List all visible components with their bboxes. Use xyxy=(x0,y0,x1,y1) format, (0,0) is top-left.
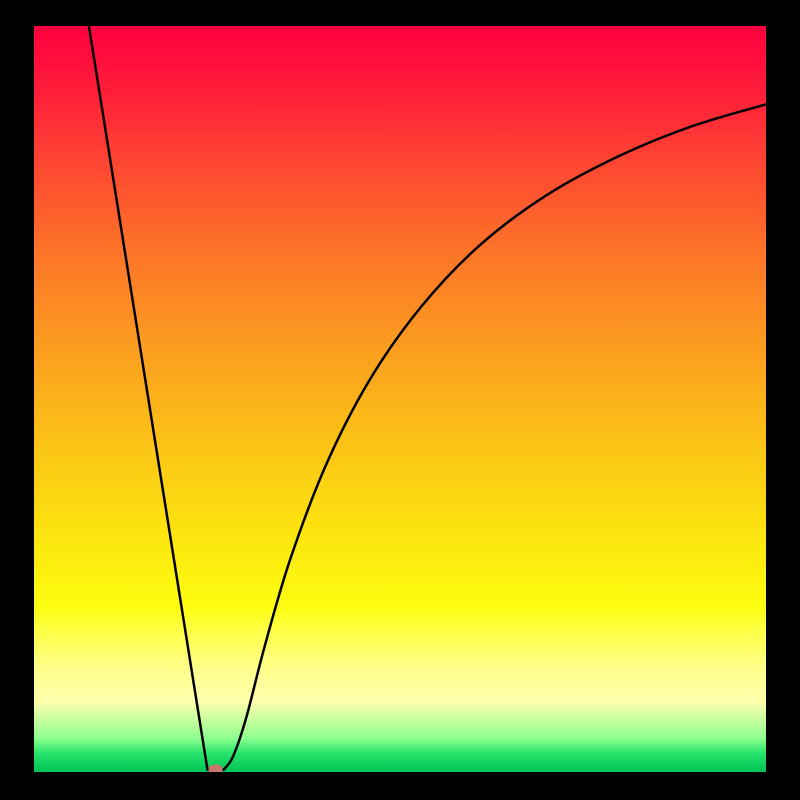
attribution-text: TheBottleneck.com xyxy=(571,0,792,28)
bottleneck-chart xyxy=(0,0,800,800)
plot-area xyxy=(34,26,766,772)
chart-container: TheBottleneck.com xyxy=(0,0,800,800)
